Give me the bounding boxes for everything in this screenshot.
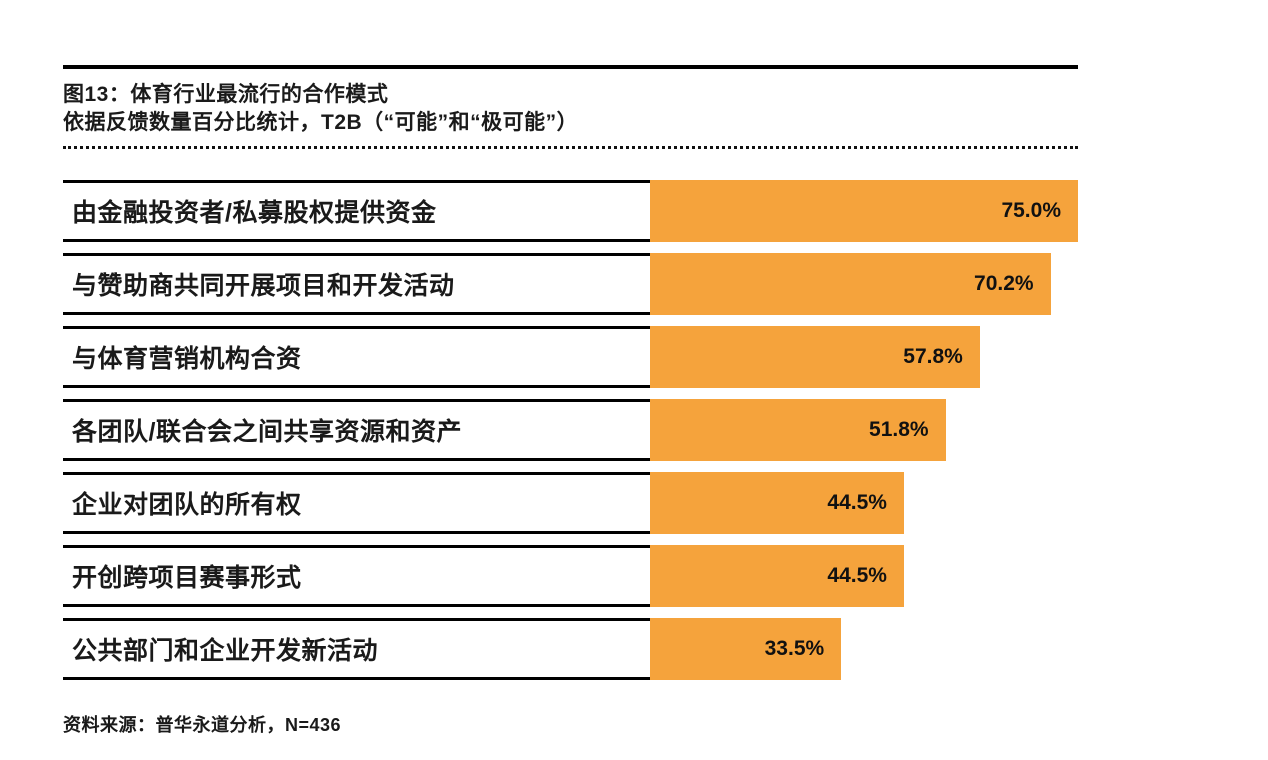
category-label: 公共部门和企业开发新活动: [63, 618, 650, 680]
category-label: 与赞助商共同开展项目和开发活动: [63, 253, 650, 315]
value-label: 75.0%: [1001, 199, 1061, 222]
category-label-text: 与体育营销机构合资: [72, 345, 302, 373]
bar-area: 44.5%: [650, 472, 1078, 534]
dotted-divider: [63, 146, 1078, 149]
value-label: 70.2%: [974, 272, 1034, 295]
category-label-text: 与赞助商共同开展项目和开发活动: [72, 272, 455, 300]
bar-row: 企业对团队的所有权 44.5%: [63, 472, 1078, 534]
chart-title: 图13：体育行业最流行的合作模式: [63, 83, 389, 106]
bar: 57.8%: [650, 326, 980, 388]
bar: 51.8%: [650, 399, 946, 461]
bar: 75.0%: [650, 180, 1078, 242]
category-label: 开创跨项目赛事形式: [63, 545, 650, 607]
bar: 44.5%: [650, 472, 904, 534]
value-label: 33.5%: [764, 637, 825, 660]
category-label: 企业对团队的所有权: [63, 472, 650, 534]
bar-chart: 由金融投资者/私募股权提供资金 75.0% 与赞助商共同开展项目和开发活动 70…: [63, 180, 1078, 680]
bar-area: 33.5%: [650, 618, 1078, 680]
source-note: 资料来源：普华永道分析，N=436: [63, 715, 342, 735]
top-divider: [63, 65, 1078, 69]
bar-area: 44.5%: [650, 545, 1078, 607]
bar-row: 与体育营销机构合资 57.8%: [63, 326, 1078, 388]
category-label: 各团队/联合会之间共享资源和资产: [63, 399, 650, 461]
bar: 33.5%: [650, 618, 842, 680]
bar-area: 75.0%: [650, 180, 1078, 242]
bar-row: 与赞助商共同开展项目和开发活动 70.2%: [63, 253, 1078, 315]
value-label: 51.8%: [869, 418, 929, 441]
value-label: 57.8%: [903, 345, 963, 368]
bar-area: 51.8%: [650, 399, 1078, 461]
bar-row: 由金融投资者/私募股权提供资金 75.0%: [63, 180, 1078, 242]
category-label: 与体育营销机构合资: [63, 326, 650, 388]
bar-row: 开创跨项目赛事形式 44.5%: [63, 545, 1078, 607]
bar: 44.5%: [650, 545, 904, 607]
category-label-text: 由金融投资者/私募股权提供资金: [72, 199, 437, 227]
category-label-text: 各团队/联合会之间共享资源和资产: [72, 418, 462, 446]
category-label-text: 公共部门和企业开发新活动: [72, 637, 379, 665]
bar-area: 57.8%: [650, 326, 1078, 388]
bar-row: 公共部门和企业开发新活动 33.5%: [63, 618, 1078, 680]
category-label-text: 企业对团队的所有权: [72, 491, 302, 519]
value-label: 44.5%: [827, 564, 887, 587]
category-label-text: 开创跨项目赛事形式: [72, 564, 302, 592]
bar-area: 70.2%: [650, 253, 1078, 315]
figure-13-chart: 图13：体育行业最流行的合作模式 依据反馈数量百分比统计，T2B（“可能”和“极…: [63, 65, 1078, 737]
chart-subtitle: 依据反馈数量百分比统计，T2B（“可能”和“极可能”）: [63, 111, 579, 134]
bar: 70.2%: [650, 253, 1051, 315]
bar-row: 各团队/联合会之间共享资源和资产 51.8%: [63, 399, 1078, 461]
value-label: 44.5%: [827, 491, 887, 514]
category-label: 由金融投资者/私募股权提供资金: [63, 180, 650, 242]
